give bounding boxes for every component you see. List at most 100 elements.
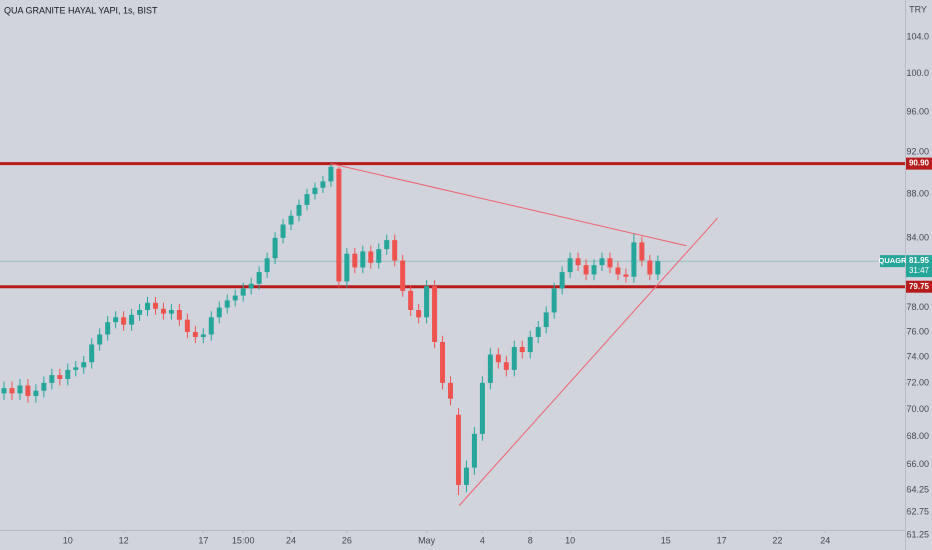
candle-body bbox=[168, 310, 174, 314]
candle-body bbox=[471, 433, 477, 468]
y-tick-label: 70.00 bbox=[906, 404, 929, 414]
candle-body bbox=[81, 362, 87, 368]
candle-body bbox=[9, 388, 15, 394]
candle-body bbox=[392, 240, 398, 261]
candle-body bbox=[280, 224, 286, 238]
candle-body bbox=[105, 322, 111, 335]
x-tick-label: 24 bbox=[286, 535, 296, 545]
candle-body bbox=[455, 414, 461, 485]
candle-body bbox=[232, 295, 238, 301]
level-label-box bbox=[906, 280, 932, 293]
candle-body bbox=[639, 242, 645, 261]
y-tick-label: 68.00 bbox=[906, 431, 929, 441]
countdown-label: 31:47 bbox=[909, 266, 930, 275]
y-tick-label: 64.25 bbox=[906, 484, 929, 494]
y-tick-label: 78.00 bbox=[906, 302, 929, 312]
candle-body bbox=[511, 346, 517, 370]
candle-body bbox=[543, 312, 549, 328]
symbol-label: QUAGR bbox=[879, 256, 908, 265]
candle-body bbox=[551, 288, 557, 313]
x-tick-label: 15 bbox=[661, 535, 671, 545]
level-label: 90.90 bbox=[909, 159, 930, 168]
x-tick-label: 26 bbox=[342, 535, 352, 545]
candle-body bbox=[25, 385, 31, 397]
candle-body bbox=[224, 300, 230, 308]
candle-body bbox=[559, 272, 565, 289]
candle-body bbox=[65, 369, 71, 379]
candle-body bbox=[73, 367, 79, 370]
candle-body bbox=[575, 258, 581, 266]
x-tick-label: 4 bbox=[480, 535, 485, 545]
candle-body bbox=[567, 258, 573, 273]
candle-body bbox=[344, 253, 350, 282]
candle-body bbox=[655, 261, 661, 275]
candle-body bbox=[424, 286, 430, 318]
candle-body bbox=[328, 166, 334, 182]
candle-body bbox=[176, 310, 182, 320]
y-tick-label: 62.75 bbox=[906, 507, 929, 517]
candle-body bbox=[17, 385, 23, 394]
candle-body bbox=[33, 390, 39, 397]
candle-body bbox=[152, 302, 158, 309]
candle-body bbox=[519, 346, 525, 353]
candle-body bbox=[400, 260, 406, 291]
candle-body bbox=[408, 290, 414, 311]
x-tick-label: 17 bbox=[717, 535, 727, 545]
candle-body bbox=[97, 334, 103, 345]
candle-body bbox=[503, 362, 509, 370]
candle-body bbox=[583, 265, 589, 275]
candle-body bbox=[352, 253, 358, 268]
candle-body bbox=[129, 314, 135, 325]
x-tick-label: 17 bbox=[198, 535, 208, 545]
candle-body bbox=[479, 382, 485, 434]
candle-body bbox=[192, 332, 198, 337]
candle-body bbox=[137, 310, 143, 315]
candle-body bbox=[160, 308, 166, 314]
candle-body bbox=[463, 467, 469, 485]
y-tick-label: 100.0 bbox=[906, 68, 929, 78]
x-tick-label: 15:00 bbox=[232, 535, 255, 545]
candle-body bbox=[448, 382, 454, 399]
y-tick-label: 96.00 bbox=[906, 107, 929, 117]
candle-body bbox=[304, 194, 310, 205]
candle-body bbox=[623, 274, 629, 277]
candle-body bbox=[264, 258, 270, 273]
y-tick-label: 72.00 bbox=[906, 377, 929, 387]
candle-body bbox=[432, 286, 438, 342]
candle-body bbox=[272, 237, 278, 259]
x-tick-label: 12 bbox=[119, 535, 129, 545]
candle-body bbox=[200, 334, 206, 337]
candle-body bbox=[1, 388, 7, 394]
y-tick-label: 61.25 bbox=[906, 529, 929, 539]
candle-body bbox=[336, 168, 342, 282]
candle-body bbox=[615, 267, 621, 275]
candle-body bbox=[216, 307, 222, 318]
level-label-box bbox=[906, 157, 932, 170]
candle-body bbox=[288, 215, 294, 225]
y-tick-label: 66.00 bbox=[906, 459, 929, 469]
candle-body bbox=[145, 302, 151, 311]
candle-body bbox=[360, 251, 366, 268]
candle-body bbox=[121, 317, 127, 325]
candle-body bbox=[487, 354, 493, 383]
last-price-box bbox=[906, 255, 932, 278]
candle-body bbox=[416, 310, 422, 318]
candle-body bbox=[527, 336, 533, 353]
symbol-box bbox=[880, 255, 905, 268]
candle-body bbox=[296, 204, 302, 216]
trendline bbox=[458, 217, 718, 506]
y-tick-label: 104.0 bbox=[906, 31, 929, 41]
candle-body bbox=[599, 258, 605, 266]
x-tick-label: May bbox=[418, 535, 436, 545]
candle-body bbox=[57, 375, 63, 379]
level-label: 79.75 bbox=[909, 282, 930, 291]
candle-body bbox=[248, 283, 254, 289]
y-tick-label: 84.00 bbox=[906, 232, 929, 242]
candle-body bbox=[384, 240, 390, 250]
x-tick-label: 10 bbox=[565, 535, 575, 545]
candle-body bbox=[41, 382, 47, 391]
y-tick-label: 76.00 bbox=[906, 326, 929, 336]
trendline bbox=[330, 163, 687, 247]
candle-body bbox=[49, 375, 55, 383]
